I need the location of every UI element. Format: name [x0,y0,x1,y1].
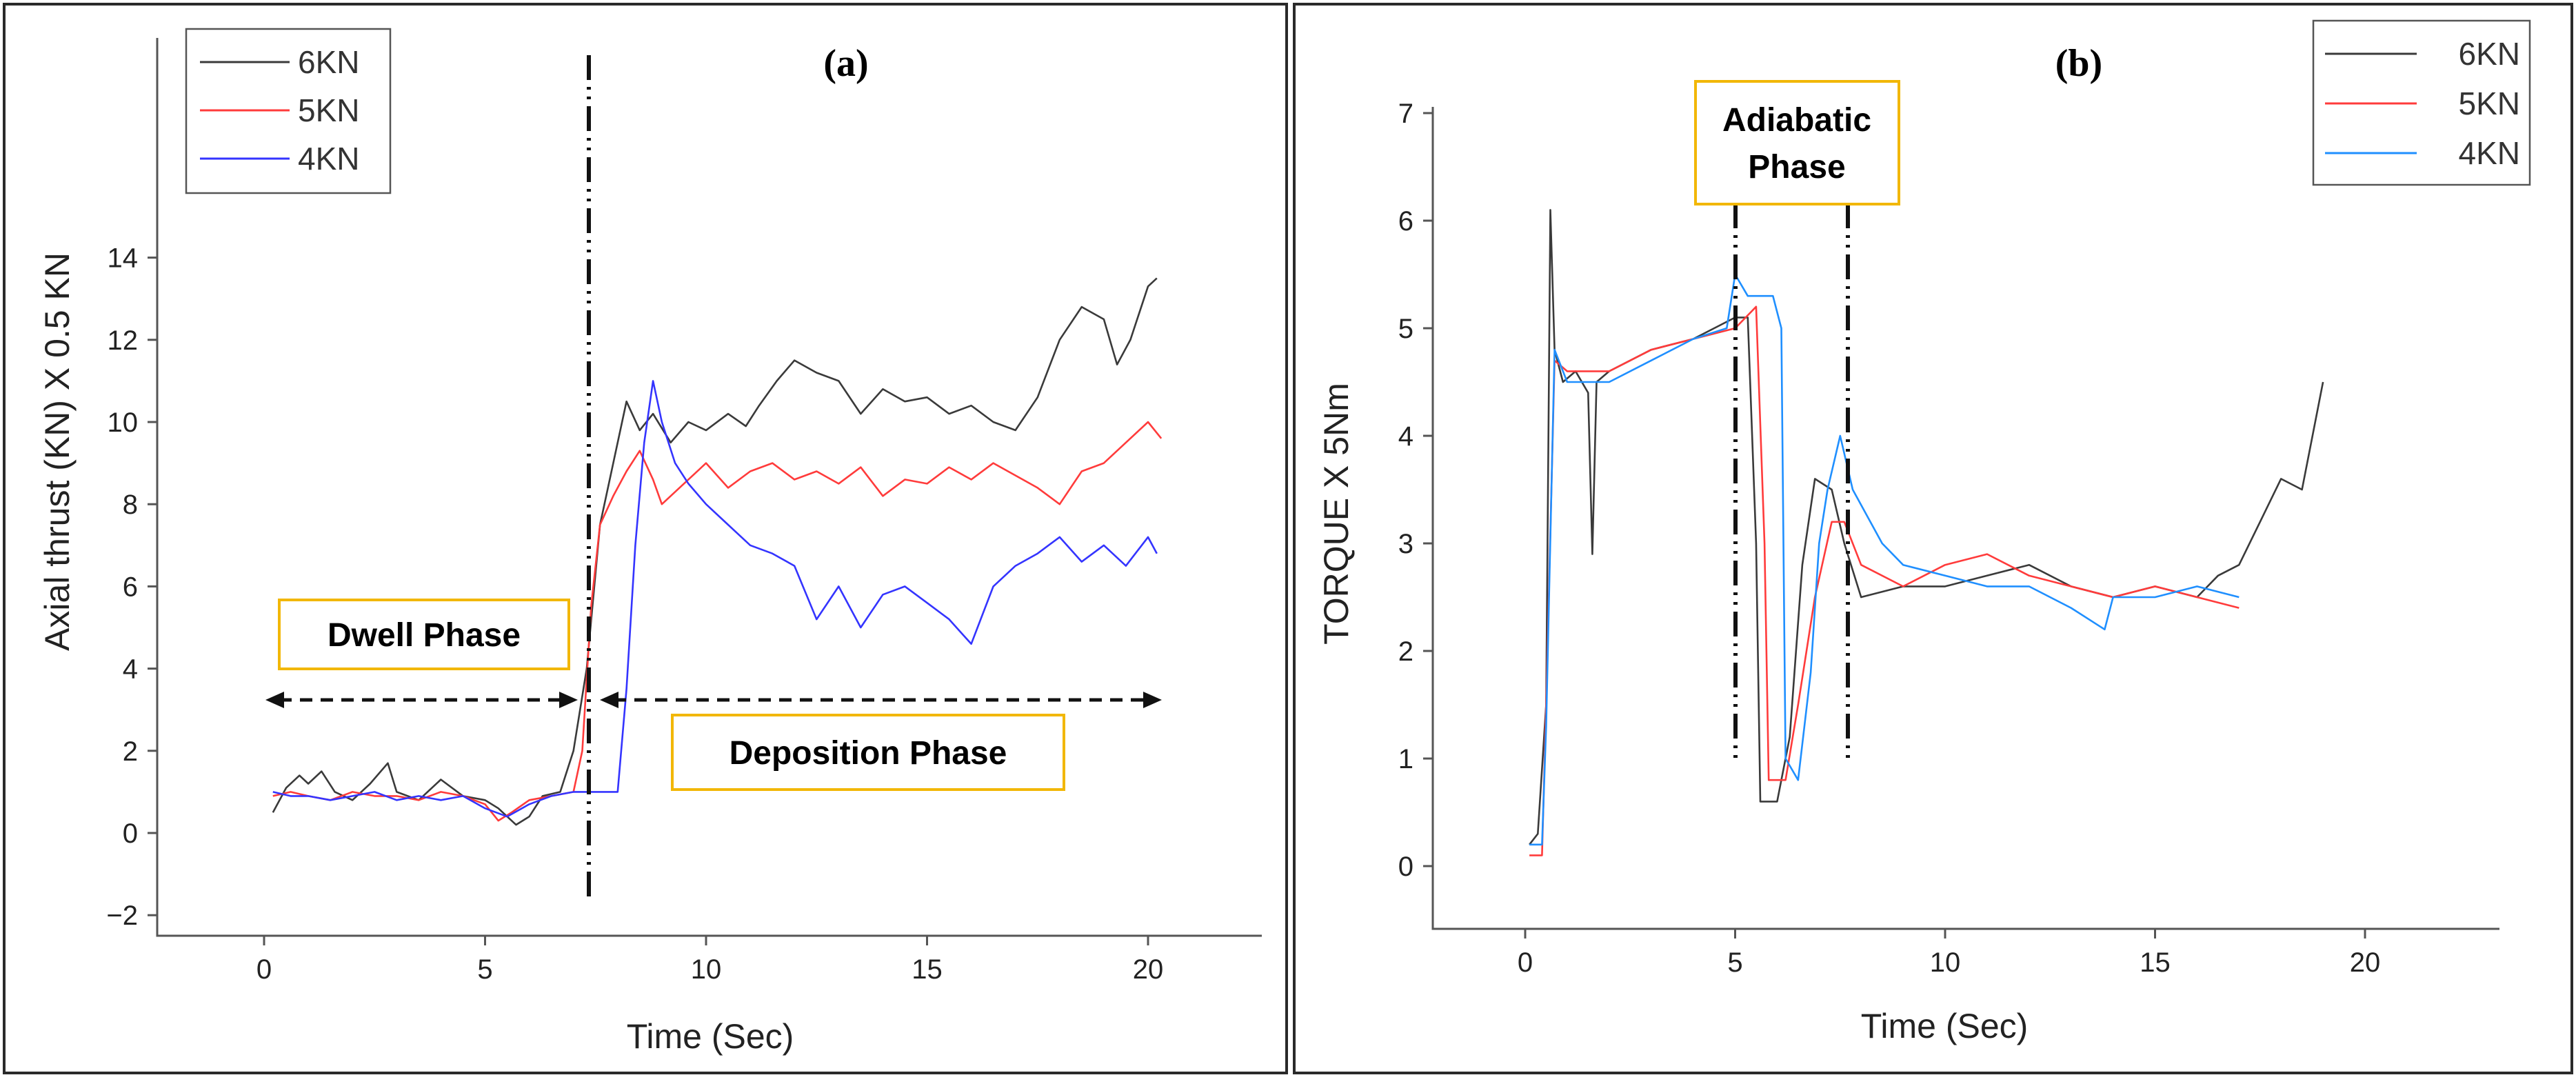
panel-b-axes [1431,107,2499,930]
adiabatic-phase-box [1694,80,1900,205]
panel-a-x-tick-label: 15 [912,954,943,985]
panel-a-y-tick-label: −2 [106,901,138,931]
panel-a-axes [156,38,1262,937]
panel-b-y-tick-label: 4 [1398,421,1413,452]
panel-b-label: (b) [2055,42,2102,85]
panel-a-series-4kn [272,380,1158,818]
panel-a-y-axis-title: Axial thrust (KN) X 0.5 KN [38,252,77,651]
panel-a-y-tick-label: 2 [123,736,138,767]
panel-b-legend: 6KN 5KN 4KN [2312,19,2531,186]
panel-a-series-5kn [272,421,1163,822]
deposition-phase-arrowhead-left [600,692,618,708]
panel-a-legend: 6KN 5KN 4KN [185,28,392,194]
panel-a-y-tick-label: 8 [123,490,138,520]
panel-a-legend-label-5kn: 5KN [298,92,359,128]
panel-b-ticks: 0 5 10 15 20 0 1 2 3 4 5 6 7 [1398,99,2381,978]
panel-b-y-tick-label: 5 [1398,314,1413,344]
adiabatic-phase-label-line2: Phase [1748,149,1845,185]
panel-a: 0 5 10 15 20 −2 0 2 4 6 8 10 12 14 Time (Sec) Axial t… [3,3,1288,1074]
deposition-phase-box [671,714,1065,791]
panel-b-x-tick-label: 5 [1727,947,1742,978]
panel-b-x-tick-label: 20 [2350,947,2381,978]
panel-b-series-5kn [1529,305,2240,856]
panel-b-y-tick-label: 7 [1398,99,1413,129]
panel-a-y-tick-label: 6 [123,572,138,602]
panel-b-y-tick-label: 1 [1398,744,1413,774]
panel-a-y-tick-label: 0 [123,819,138,849]
dwell-phase-arrowhead-right [559,692,578,708]
panel-b-y-tick-label: 2 [1398,636,1413,667]
panel-a-y-tick-label: 4 [123,654,138,685]
panel-b-legend-label-6kn: 6KN [2459,36,2520,72]
panel-a-label: (a) [823,42,868,85]
panel-b-y-tick-label: 6 [1398,206,1413,237]
panel-b-legend-label-4kn: 4KN [2459,135,2520,171]
panel-a-ticks: 0 5 10 15 20 −2 0 2 4 6 8 10 12 14 [106,243,1163,985]
dwell-phase-arrowhead-left [265,692,284,708]
panel-a-x-axis-title: Time (Sec) [627,1017,794,1056]
deposition-phase-arrowhead-right [1143,692,1162,708]
panel-b-x-axis-title: Time (Sec) [1861,1007,2029,1045]
panel-a-x-tick-label: 5 [477,954,492,985]
panel-a-legend-label-4kn: 4KN [298,141,359,177]
panel-a-legend-label-6kn: 6KN [298,44,359,80]
panel-b-y-tick-label: 3 [1398,529,1413,559]
panel-a-series-group [272,277,1163,826]
panel-a-y-tick-label: 10 [108,408,139,438]
panel-b-x-tick-label: 0 [1518,947,1533,978]
panel-b-x-tick-label: 15 [2140,947,2171,978]
panel-a-x-tick-label: 0 [256,954,272,985]
panel-b-frame [1293,3,2573,1074]
panel-a-series-6kn [272,277,1158,826]
panel-a-x-tick-label: 10 [691,954,722,985]
panel-b-series-4kn [1529,273,2240,846]
panel-b-x-tick-label: 10 [1930,947,1961,978]
panel-b: 0 5 10 15 20 0 1 2 3 4 5 6 7 Time (Sec) TORQUE X 5Nm… [1293,3,2573,1074]
panel-b-y-tick-label: 0 [1398,852,1413,882]
panel-a-x-tick-label: 20 [1133,954,1164,985]
panel-a-frame [3,3,1288,1074]
panel-b-legend-label-5kn: 5KN [2459,86,2520,121]
dwell-phase-label: Dwell Phase [328,617,521,654]
panel-b-series-group [1529,209,2324,856]
panel-a-y-tick-label: 12 [108,325,139,356]
deposition-phase-label: Deposition Phase [729,735,1007,772]
panel-b-y-axis-title: TORQUE X 5Nm [1317,383,1356,645]
adiabatic-phase-label-line1: Adiabatic [1722,102,1871,139]
dwell-phase-box [278,599,570,670]
panel-b-series-6kn [1529,209,2324,845]
panel-a-y-tick-label: 14 [108,243,139,274]
